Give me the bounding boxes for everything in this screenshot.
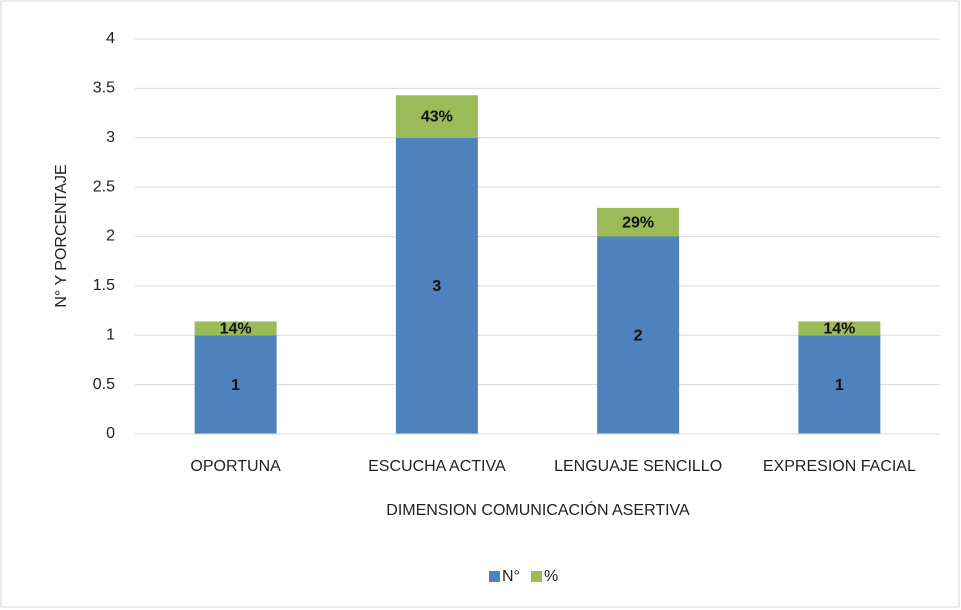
x-tick-label: LENGUAJE SENCILLO xyxy=(554,458,722,475)
data-label: 1 xyxy=(835,377,844,394)
data-label: 3 xyxy=(432,278,441,295)
y-tick-label: 3.5 xyxy=(93,80,115,97)
bar-segment xyxy=(194,335,277,434)
legend-swatch xyxy=(489,571,500,582)
y-axis-title: N° Y PORCENTAJE xyxy=(53,164,70,307)
bar-segment xyxy=(798,321,881,336)
bar-segment xyxy=(597,236,680,434)
data-label: 2 xyxy=(634,327,643,344)
y-tick-label: 0.5 xyxy=(93,376,115,393)
data-label: 29% xyxy=(622,214,654,231)
legend-label: N° xyxy=(502,568,520,585)
data-label: 14% xyxy=(823,321,855,338)
y-tick-label: 2 xyxy=(106,228,115,245)
y-tick-label: 2.5 xyxy=(93,178,115,195)
y-tick-label: 4 xyxy=(106,30,115,47)
y-tick-label: 0 xyxy=(106,425,115,442)
legend-label: % xyxy=(544,568,558,585)
legend-swatch xyxy=(531,571,542,582)
x-tick-label: EXPRESION FACIAL xyxy=(763,458,916,475)
x-axis-title: DIMENSION COMUNICACIÓN ASERTIVA xyxy=(386,500,690,519)
y-tick-label: 1.5 xyxy=(93,277,115,294)
y-tick-label: 1 xyxy=(106,326,115,343)
x-tick-label: OPORTUNA xyxy=(190,458,281,475)
bar-segment xyxy=(597,207,680,237)
data-label: 1 xyxy=(231,377,240,394)
bar-segment xyxy=(395,95,478,138)
bar-segment xyxy=(395,137,478,434)
bar-segment xyxy=(798,335,881,434)
y-tick-label: 3 xyxy=(106,129,115,146)
x-tick-label: ESCUCHA ACTIVA xyxy=(368,458,506,475)
data-label: 43% xyxy=(421,109,453,126)
bar-segment xyxy=(194,321,277,336)
data-label: 14% xyxy=(220,321,252,338)
